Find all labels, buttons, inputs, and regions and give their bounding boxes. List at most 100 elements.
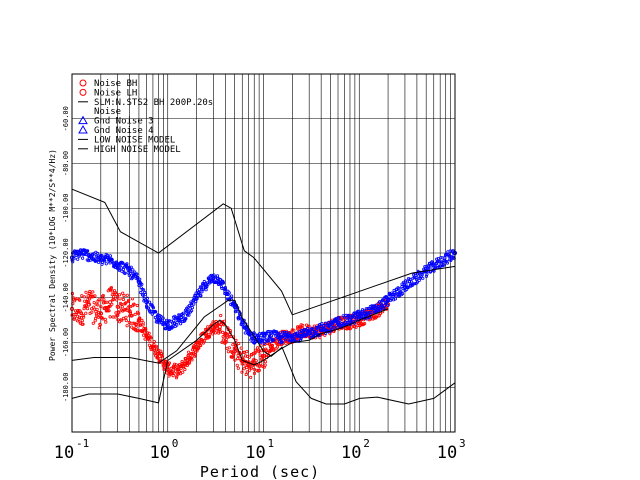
data-point <box>144 300 149 305</box>
data-point <box>80 318 85 323</box>
data-point <box>332 326 336 330</box>
data-point <box>115 304 120 309</box>
data-point <box>186 353 190 357</box>
data-point <box>95 314 99 318</box>
data-point <box>269 344 274 350</box>
data-point <box>232 304 237 309</box>
data-point <box>227 346 231 350</box>
data-point <box>86 297 90 301</box>
data-point <box>362 309 366 313</box>
data-point <box>284 330 288 335</box>
data-point <box>416 274 420 278</box>
data-point <box>323 321 327 325</box>
data-point <box>218 330 222 334</box>
legend-label: Noise LH <box>94 88 137 98</box>
data-point <box>318 336 322 340</box>
data-point <box>249 375 253 379</box>
y-axis-title: Power Spectral Density (10*LOG M**2/S**4… <box>48 149 57 361</box>
data-point <box>346 313 351 317</box>
data-point <box>136 280 141 285</box>
data-point <box>95 259 99 263</box>
data-point <box>354 311 358 315</box>
legend-label: Noise BH <box>94 79 137 89</box>
data-point <box>252 360 257 365</box>
data-point <box>242 367 246 371</box>
data-point <box>263 363 267 367</box>
data-point <box>245 349 249 354</box>
data-point <box>195 349 199 353</box>
data-point <box>145 304 149 308</box>
data-point <box>414 277 419 282</box>
data-point <box>136 329 140 333</box>
x-tick-exponent: -1 <box>76 437 89 450</box>
data-point <box>183 367 187 372</box>
data-point <box>192 302 196 306</box>
x-tick-exponent: 0 <box>172 437 179 450</box>
data-point <box>120 305 124 309</box>
data-point <box>240 370 244 374</box>
data-point <box>76 257 80 261</box>
data-point <box>412 282 417 286</box>
x-tick-labels: 10 -1 10 0 10 1 10 2 10 3 <box>54 437 466 463</box>
data-point <box>181 311 185 315</box>
data-point <box>204 288 208 292</box>
data-point <box>174 363 178 367</box>
data-point <box>129 265 133 269</box>
legend-label: SLM:N.STS2 BH 200P.20s <box>94 98 213 108</box>
data-point <box>248 366 252 370</box>
data-point <box>77 250 82 256</box>
data-point <box>118 297 122 301</box>
data-point <box>184 316 188 321</box>
data-point <box>411 282 415 286</box>
data-point <box>203 339 207 343</box>
legend-marker-triangle <box>78 115 88 125</box>
data-point <box>225 340 229 344</box>
legend-label: Gnd Noise 4 <box>94 126 154 136</box>
data-point <box>201 341 205 345</box>
y-tick-label: -60.00 <box>62 106 70 131</box>
data-point <box>97 326 101 330</box>
data-point <box>233 358 237 362</box>
data-point <box>164 326 168 330</box>
data-point <box>245 370 249 374</box>
data-point <box>81 313 85 318</box>
data-point <box>301 323 305 327</box>
data-point <box>83 252 87 256</box>
data-point <box>244 372 248 377</box>
data-point <box>297 325 301 329</box>
data-point <box>379 305 383 309</box>
data-point <box>214 331 218 335</box>
data-point <box>124 315 128 319</box>
data-point <box>158 356 162 361</box>
y-tick-label: -80.00 <box>62 151 70 176</box>
data-point <box>147 331 151 335</box>
data-point <box>429 265 433 269</box>
data-point <box>133 312 137 316</box>
data-point <box>423 264 427 269</box>
data-point <box>356 310 360 314</box>
data-point <box>108 300 113 305</box>
data-point <box>108 304 112 308</box>
data-point <box>240 320 245 325</box>
data-point <box>219 285 224 289</box>
data-point <box>439 255 443 260</box>
data-point <box>78 298 82 302</box>
data-point <box>108 257 113 262</box>
data-point <box>393 297 397 301</box>
data-point <box>197 287 201 292</box>
data-point <box>156 351 161 356</box>
data-point <box>97 260 101 264</box>
data-point <box>334 317 339 321</box>
data-point <box>127 298 131 302</box>
data-point <box>206 325 210 329</box>
data-point <box>104 320 108 324</box>
data-point <box>101 301 106 305</box>
data-point <box>386 297 391 303</box>
data-point <box>165 371 169 375</box>
data-point <box>98 323 102 327</box>
x-axis-title: Period (sec) <box>200 463 320 480</box>
data-point <box>220 340 224 344</box>
data-point <box>296 331 300 335</box>
data-point <box>364 307 368 311</box>
data-point <box>286 335 290 339</box>
